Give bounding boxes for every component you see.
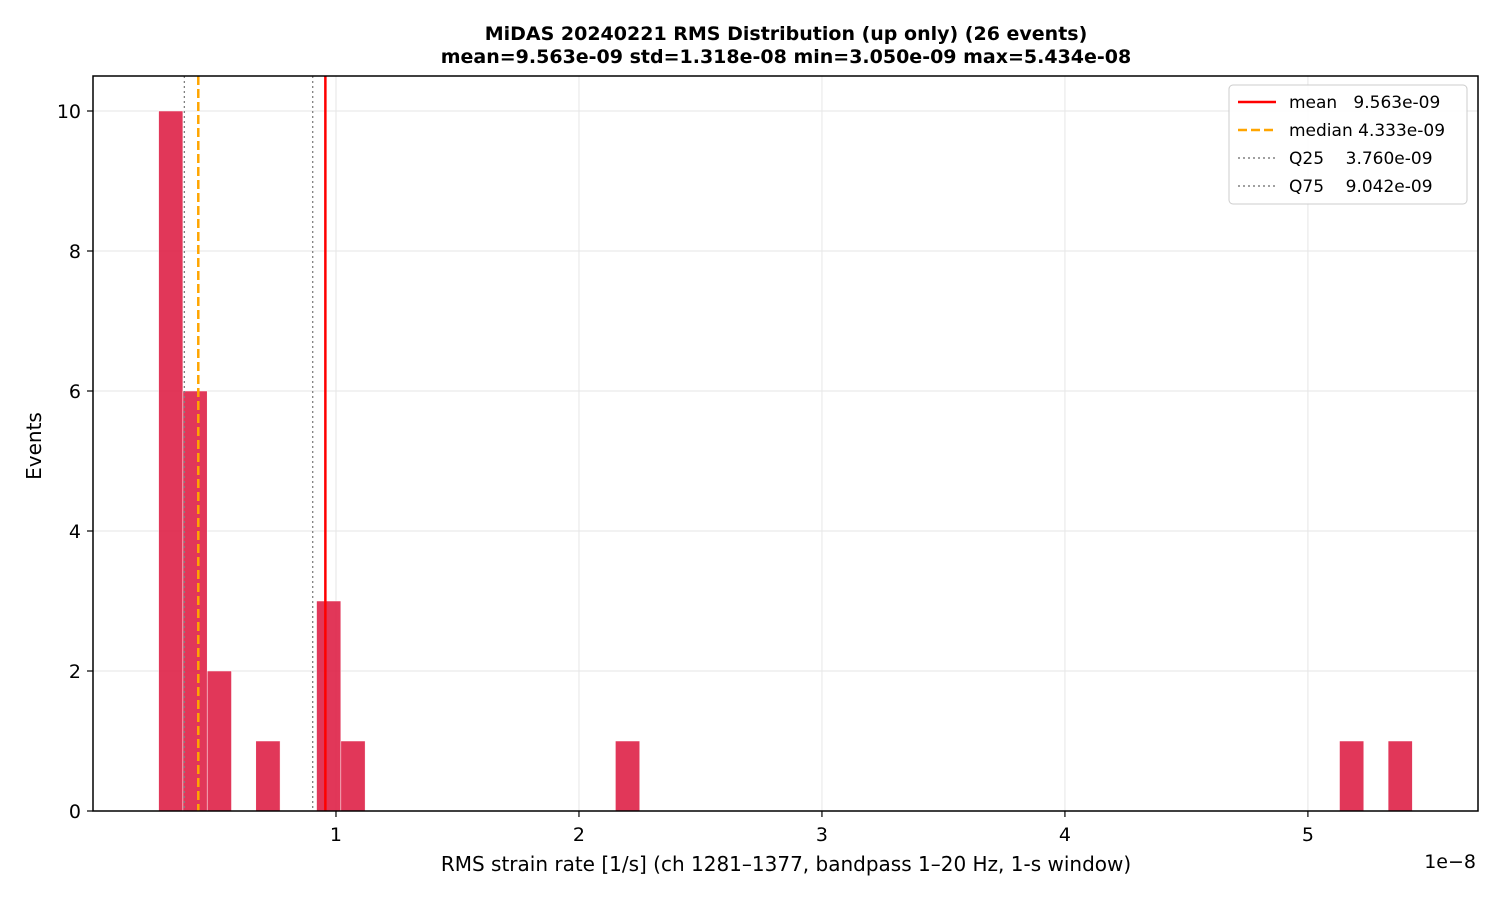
- histogram-bar: [255, 740, 281, 812]
- histogram-bar: [206, 670, 232, 812]
- y-axis-ticks: 0 2 4 6 8 10: [57, 101, 93, 823]
- legend-box: [1228, 84, 1468, 205]
- histogram-bar: [1387, 740, 1413, 812]
- y-tick-label: 10: [57, 101, 81, 123]
- x-tick-label: 4: [1059, 824, 1071, 846]
- x-tick-label: 1: [330, 824, 342, 846]
- x-axis-scale-label: 1e−8: [1424, 851, 1476, 873]
- histogram-bar: [340, 740, 366, 812]
- histogram-bar: [615, 740, 640, 812]
- chart-subtitle: mean=9.563e-09 std=1.318e-08 min=3.050e-…: [441, 46, 1132, 68]
- y-tick-label: 0: [69, 801, 81, 823]
- y-tick-label: 8: [69, 241, 81, 263]
- legend: mean 9.563e-09 median 4.333e-09 Q25 3.760e…: [1228, 84, 1468, 205]
- legend-label-q25: Q25 3.760e-09: [1289, 149, 1433, 169]
- plot-frame: [92, 75, 1479, 812]
- x-axis-label: RMS strain rate [1/s] (ch 1281–1377, ban…: [441, 852, 1131, 876]
- histogram-bar: [316, 600, 342, 812]
- histogram-bar: [182, 390, 208, 812]
- histogram-bars: [158, 110, 1413, 812]
- y-axis-label: Events: [22, 412, 46, 480]
- reference-lines: [183, 76, 327, 811]
- legend-label-q75: Q75 9.042e-09: [1289, 177, 1433, 197]
- x-axis-ticks: 1 2 3 4 5: [330, 811, 1314, 846]
- x-tick-label: 5: [1302, 824, 1314, 846]
- legend-label-mean: mean 9.563e-09: [1289, 93, 1440, 113]
- histogram-bar: [158, 110, 184, 812]
- legend-label-median: median 4.333e-09: [1289, 121, 1445, 141]
- chart-title: MiDAS 20240221 RMS Distribution (up only…: [485, 23, 1088, 45]
- x-tick-label: 2: [573, 824, 585, 846]
- y-tick-label: 2: [69, 661, 81, 683]
- x-tick-label: 3: [816, 824, 828, 846]
- y-tick-label: 4: [69, 521, 81, 543]
- legend-items: mean 9.563e-09 median 4.333e-09 Q25 3.760e…: [1238, 93, 1445, 197]
- histogram-bar: [1339, 740, 1365, 812]
- y-tick-label: 6: [69, 381, 81, 403]
